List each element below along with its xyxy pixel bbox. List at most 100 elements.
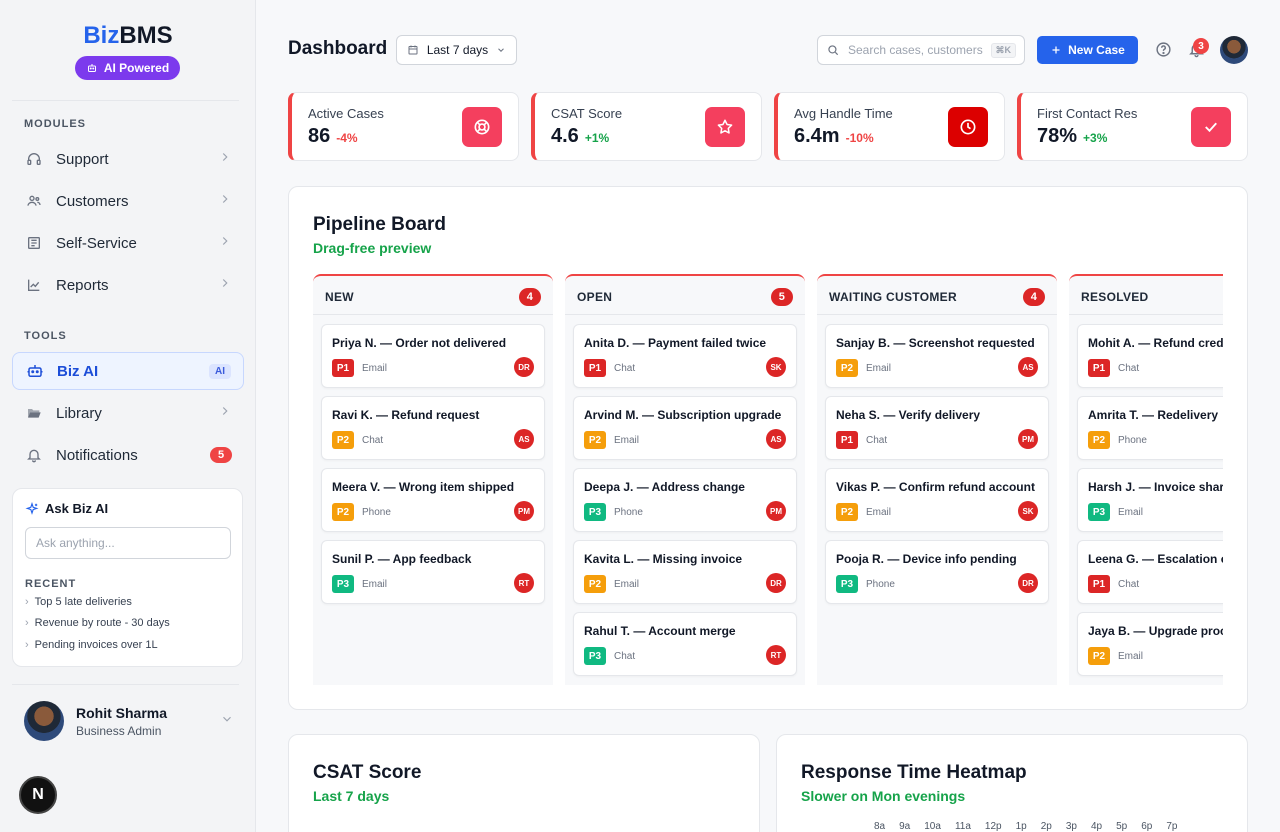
ai-tag: AI — [209, 363, 231, 379]
kpi-delta: +3% — [1083, 131, 1108, 145]
case-meta: P2 Phone — [332, 503, 391, 521]
channel-label: Phone — [1118, 434, 1147, 446]
sidebar-item-reports[interactable]: Reports — [12, 266, 244, 304]
heatmap-hour-label: 12p — [984, 821, 1002, 832]
star-icon — [705, 107, 745, 147]
assignee-avatar: DR — [766, 573, 786, 593]
kpi-delta: -4% — [336, 131, 358, 145]
priority-badge: P3 — [1088, 503, 1110, 521]
column-header: RESOLVED — [1081, 288, 1223, 306]
lifebuoy-icon — [462, 107, 502, 147]
bell-icon — [24, 445, 44, 465]
heatmap-hour-labels: 8a 9a 10a 11a 12p 1p 2p 3p 4p 5p 6p 7p — [874, 821, 1177, 832]
column-header: OPEN 5 — [577, 288, 793, 306]
case-card[interactable]: Deepa J. — Address change P3 Phone PM — [573, 468, 797, 532]
case-card[interactable]: Amrita T. — Redelivery P2 Phone — [1077, 396, 1223, 460]
case-title: Rahul T. — Account merge — [584, 624, 736, 638]
case-card[interactable]: Anita D. — Payment failed twice P1 Chat SK — [573, 324, 797, 388]
case-card[interactable]: Jaya B. — Upgrade processed P2 Email — [1077, 612, 1223, 676]
heatmap-hour-label: 1p — [1015, 821, 1027, 832]
kpi-value: 6.4m -10% — [794, 125, 874, 147]
case-card[interactable]: Kavita L. — Missing invoice P2 Email DR — [573, 540, 797, 604]
search-bar[interactable]: ⌘K — [817, 35, 1025, 65]
case-card[interactable]: Arvind M. — Subscription upgrade P2 Email A… — [573, 396, 797, 460]
sidebar-item-notifications[interactable]: Notifications 5 — [12, 436, 244, 474]
channel-label: Chat — [866, 434, 888, 446]
priority-badge: P3 — [332, 575, 354, 593]
chevron-right-icon — [218, 192, 232, 210]
channel-label: Chat — [362, 434, 384, 446]
help-icon[interactable] — [1155, 41, 1172, 63]
case-card[interactable]: Vikas P. — Confirm refund account P2 Email… — [825, 468, 1049, 532]
chevron-right-icon: › — [25, 639, 29, 651]
response-time-heatmap-panel: Response Time Heatmap Slower on Mon even… — [776, 734, 1248, 832]
robot-icon — [87, 64, 96, 72]
ask-biz-ai-title: Ask Biz AI — [25, 501, 108, 516]
user-profile[interactable]: Rohit Sharma Business Admin — [24, 700, 234, 742]
case-title: Vikas P. — Confirm refund account — [836, 480, 1035, 494]
pipeline-columns: NEW 4 Priya N. — Order not delivered P1 Emai… — [313, 274, 1223, 685]
csat-score-panel: CSAT Score Last 7 days — [288, 734, 760, 832]
priority-badge: P2 — [836, 359, 858, 377]
ai-powered-badge: AI Powered — [75, 56, 180, 80]
channel-label: Email — [362, 362, 388, 374]
case-card[interactable]: Harsh J. — Invoice shared P3 Email — [1077, 468, 1223, 532]
new-case-button[interactable]: New Case — [1037, 36, 1138, 64]
case-meta: P3 Phone — [584, 503, 643, 521]
recent-query-item[interactable]: › Pending invoices over 1L — [25, 639, 158, 651]
kpi-card-active-cases: Active Cases 86 -4% — [288, 92, 519, 161]
priority-badge: P1 — [332, 359, 354, 377]
user-role: Business Admin — [76, 723, 162, 738]
channel-label: Phone — [614, 506, 643, 518]
case-meta: P1 Chat — [1088, 359, 1139, 377]
search-input[interactable] — [848, 43, 983, 57]
case-card[interactable]: Meera V. — Wrong item shipped P2 Phone PM — [321, 468, 545, 532]
recent-query-item[interactable]: › Revenue by route - 30 days — [25, 617, 170, 629]
case-card[interactable]: Sunil P. — App feedback P3 Email RT — [321, 540, 545, 604]
case-card[interactable]: Mohit A. — Refund credited P1 Chat — [1077, 324, 1223, 388]
pipeline-column-resolved: RESOLVED Mohit A. — Refund credited P1 Chat… — [1069, 274, 1223, 685]
case-title: Priya N. — Order not delivered — [332, 336, 507, 350]
pipeline-column-open: OPEN 5 Anita D. — Payment failed twice P1 Ch… — [565, 274, 805, 685]
chart-line-icon — [24, 275, 44, 295]
kpi-label: CSAT Score — [551, 106, 623, 121]
plus-icon — [1052, 46, 1060, 54]
kpi-label: Avg Handle Time — [794, 106, 893, 121]
case-title: Sunil P. — App feedback — [332, 552, 472, 566]
channel-label: Email — [1118, 506, 1144, 518]
sidebar-item-support[interactable]: Support — [12, 140, 244, 178]
priority-badge: P1 — [1088, 575, 1110, 593]
recent-query-item[interactable]: › Top 5 late deliveries — [25, 596, 132, 608]
ask-biz-ai-input[interactable] — [25, 527, 231, 559]
case-card[interactable]: Sanjay B. — Screenshot requested P2 Email A… — [825, 324, 1049, 388]
case-title: Deepa J. — Address change — [584, 480, 745, 494]
case-card[interactable]: Pooja R. — Device info pending P3 Phone DR — [825, 540, 1049, 604]
case-card[interactable]: Neha S. — Verify delivery P1 Chat PM — [825, 396, 1049, 460]
sidebar-item-label: Library — [56, 404, 102, 422]
heatmap-hour-label: 9a — [899, 821, 911, 832]
case-meta: P1 Email — [332, 359, 387, 377]
sidebar-item-customers[interactable]: Customers — [12, 182, 244, 220]
sidebar-item-biz-ai[interactable]: Biz AI AI — [12, 352, 244, 390]
case-meta: P3 Chat — [584, 647, 635, 665]
case-meta: P2 Email — [836, 503, 891, 521]
heatmap-hour-label: 8a — [874, 821, 886, 832]
case-card[interactable]: Ravi K. — Refund request P2 Chat AS — [321, 396, 545, 460]
user-name: Rohit Sharma — [76, 704, 168, 721]
sidebar-item-self-service[interactable]: Self-Service — [12, 224, 244, 262]
date-range-dropdown[interactable]: Last 7 days — [396, 35, 517, 65]
case-card[interactable]: Rahul T. — Account merge P3 Chat RT — [573, 612, 797, 676]
sidebar-item-library[interactable]: Library — [12, 394, 244, 432]
case-card[interactable]: Leena G. — Escalation closed P1 Chat — [1077, 540, 1223, 604]
avatar[interactable] — [1220, 36, 1248, 64]
case-card[interactable]: Priya N. — Order not delivered P1 Email DR — [321, 324, 545, 388]
assignee-avatar: PM — [1018, 429, 1038, 449]
assignee-avatar: DR — [1018, 573, 1038, 593]
heatmap-hour-label: 10a — [924, 821, 941, 832]
sidebar-item-label: Reports — [56, 276, 109, 294]
column-header: WAITING CUSTOMER 4 — [829, 288, 1045, 306]
clock-icon — [948, 107, 988, 147]
app-logo[interactable]: BizBMS — [83, 22, 173, 49]
heatmap-hour-label: 11a — [954, 821, 971, 832]
n-button[interactable]: N — [19, 776, 57, 814]
